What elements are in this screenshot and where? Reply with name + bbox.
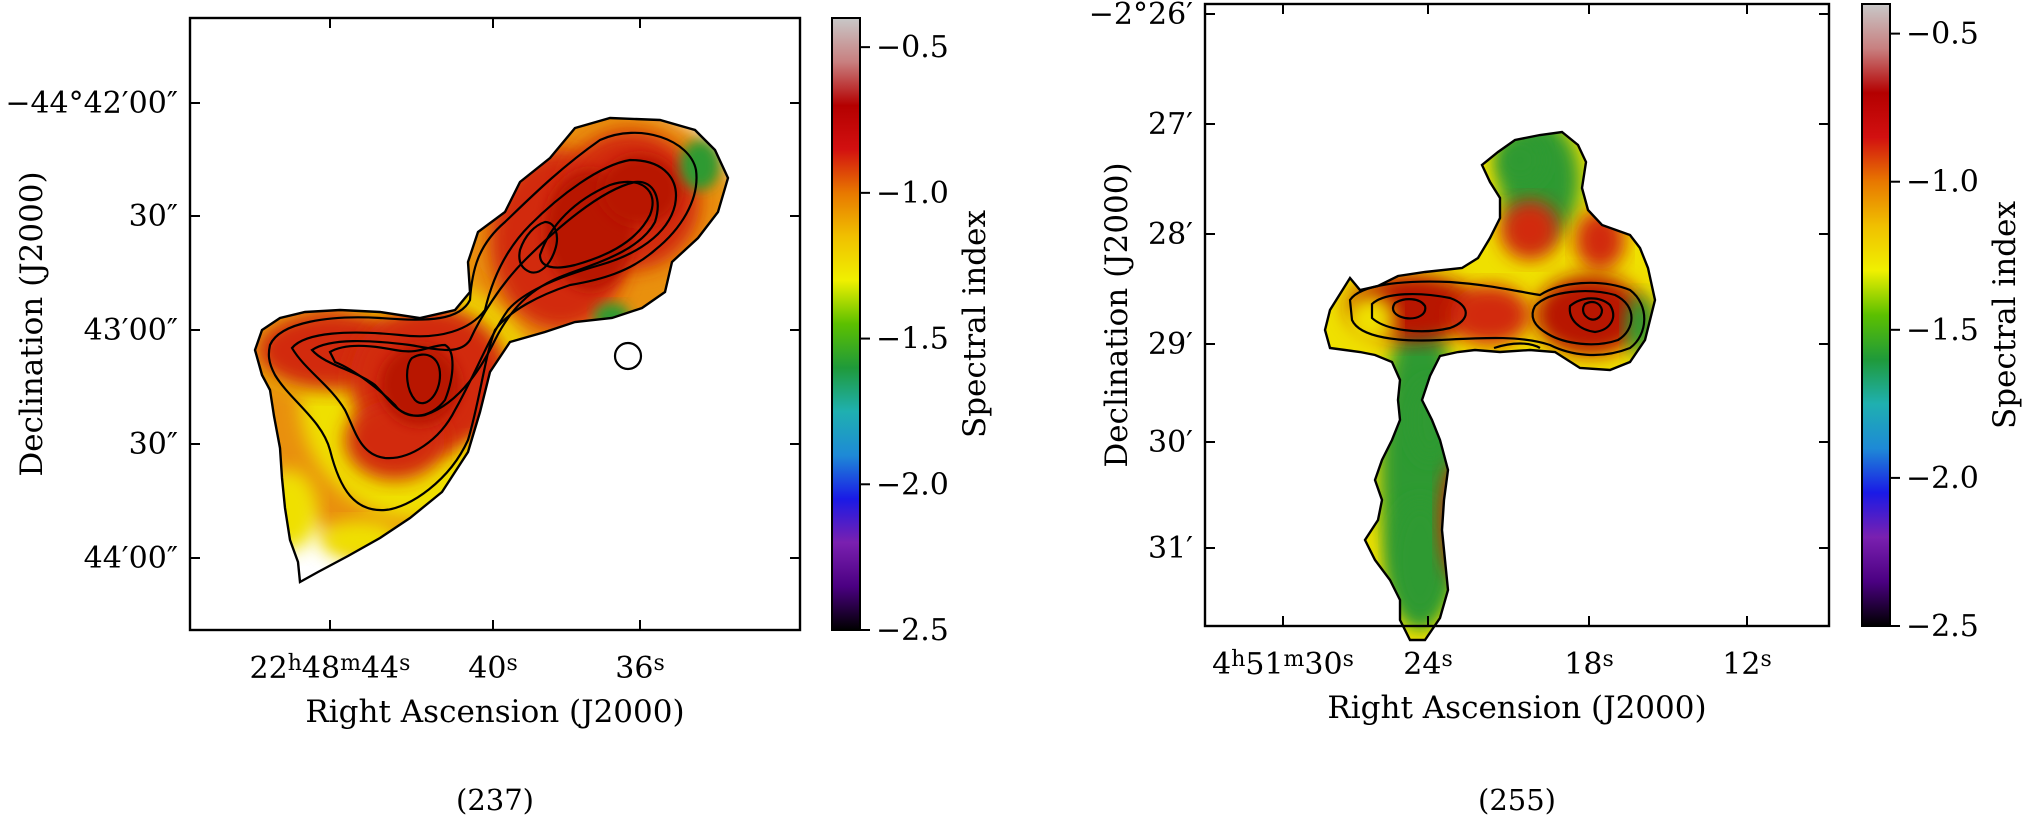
panel-caption: (237) bbox=[456, 783, 534, 817]
colorbar-tick-label: −2.5 bbox=[1906, 609, 1979, 644]
heatmap-pixels bbox=[1325, 132, 1655, 640]
x-axis-label: Right Ascension (J2000) bbox=[1327, 690, 1706, 726]
contour-line bbox=[1348, 280, 1646, 357]
contour-line bbox=[328, 343, 454, 417]
heatmap-region bbox=[1500, 200, 1560, 260]
colorbar-tick-label: −1.0 bbox=[1906, 165, 1979, 200]
contour-line bbox=[290, 158, 677, 460]
heatmap-region bbox=[1390, 500, 1450, 620]
y-axis-label: Declination (J2000) bbox=[14, 171, 50, 476]
intensity-contours bbox=[267, 131, 698, 512]
x-tick-label: 22h48m44s bbox=[250, 651, 411, 686]
y-tick-label: −2°26′ bbox=[1089, 0, 1193, 32]
x-tick-label: 4h51m30s bbox=[1212, 647, 1354, 682]
colorbar-tick-label: −2.5 bbox=[876, 613, 949, 648]
y-tick-label: 31′ bbox=[1148, 531, 1193, 566]
contour-line bbox=[1568, 297, 1615, 334]
x-tick-label: 18s bbox=[1564, 647, 1613, 682]
colorbar-tick-label: −2.0 bbox=[876, 467, 949, 502]
plot-frame bbox=[188, 16, 802, 632]
beam-ellipse bbox=[613, 341, 643, 371]
y-tick-label: 30″ bbox=[129, 199, 178, 234]
y-tick-label: 27′ bbox=[1148, 107, 1193, 142]
colorbar-tick-label: −1.5 bbox=[1906, 313, 1979, 348]
colorbar-label: Spectral index bbox=[957, 210, 993, 438]
y-axis-label: Declination (J2000) bbox=[1099, 162, 1135, 467]
contour-line bbox=[518, 220, 559, 274]
x-tick-label: 36s bbox=[615, 651, 664, 686]
y-tick-label: 29′ bbox=[1148, 327, 1193, 362]
colorbar-tick-label: −1.5 bbox=[876, 322, 949, 357]
heatmap-region bbox=[1450, 285, 1530, 345]
panel-237: 22h48m44s 40s 36s −44°42′00″ 30″ 43′00″ 30″ 44′… bbox=[5, 16, 993, 817]
y-tick-label: 30′ bbox=[1148, 425, 1193, 460]
colorbar-label: Spectral index bbox=[1987, 201, 2023, 429]
panel-255: 4h51m30s 24s 18s 12s −2°26′ 27′ 28′ 29′ 30′ 31′ Ri… bbox=[1089, 0, 2023, 817]
x-tick-label: 40s bbox=[468, 651, 517, 686]
x-axis-label: Right Ascension (J2000) bbox=[305, 694, 684, 730]
colorbar-tick-label: −1.0 bbox=[876, 176, 949, 211]
y-tick-label: 28′ bbox=[1148, 217, 1193, 252]
spectral-index-map bbox=[1323, 130, 1657, 642]
heatmap-region bbox=[1345, 295, 1395, 345]
heatmap-region bbox=[1410, 380, 1450, 460]
x-tick-label: 12s bbox=[1722, 647, 1771, 682]
y-tick-label: −44°42′00″ bbox=[5, 86, 178, 121]
heatmap-region bbox=[380, 345, 460, 425]
colorbar-tick-label: −0.5 bbox=[876, 30, 949, 65]
plot-frame bbox=[1203, 2, 1831, 628]
mask-outline bbox=[1323, 130, 1657, 642]
mask-outline bbox=[253, 116, 730, 584]
contour-line bbox=[1493, 342, 1541, 350]
contour-line bbox=[1531, 290, 1633, 346]
contour-line bbox=[1391, 298, 1427, 320]
colorbar-tick-label: −0.5 bbox=[1906, 17, 1979, 52]
contour-line bbox=[538, 180, 654, 269]
y-tick-label: 44′00″ bbox=[84, 541, 178, 576]
heatmap-region bbox=[1535, 275, 1645, 355]
colorbar-tick-label: −2.0 bbox=[1906, 461, 1979, 496]
heatmap-region bbox=[1575, 210, 1625, 270]
panel-caption: (255) bbox=[1478, 783, 1556, 817]
heatmap-region bbox=[460, 440, 500, 500]
y-tick-label: 43′00″ bbox=[84, 313, 178, 348]
heatmap-region bbox=[600, 155, 680, 225]
contour-line bbox=[267, 131, 698, 512]
y-tick-label: 30″ bbox=[129, 427, 178, 462]
heatmap-region bbox=[1325, 132, 1655, 640]
intensity-contours bbox=[1348, 280, 1646, 357]
heatmap-region bbox=[320, 520, 400, 560]
contour-line bbox=[406, 353, 442, 405]
contour-line bbox=[1370, 292, 1467, 333]
colorbar bbox=[1861, 3, 1891, 627]
heatmap-region bbox=[1495, 135, 1545, 185]
x-tick-label: 24s bbox=[1403, 647, 1452, 682]
heatmap-region bbox=[680, 140, 720, 190]
colorbar bbox=[831, 17, 861, 631]
contour-line bbox=[1581, 300, 1604, 321]
